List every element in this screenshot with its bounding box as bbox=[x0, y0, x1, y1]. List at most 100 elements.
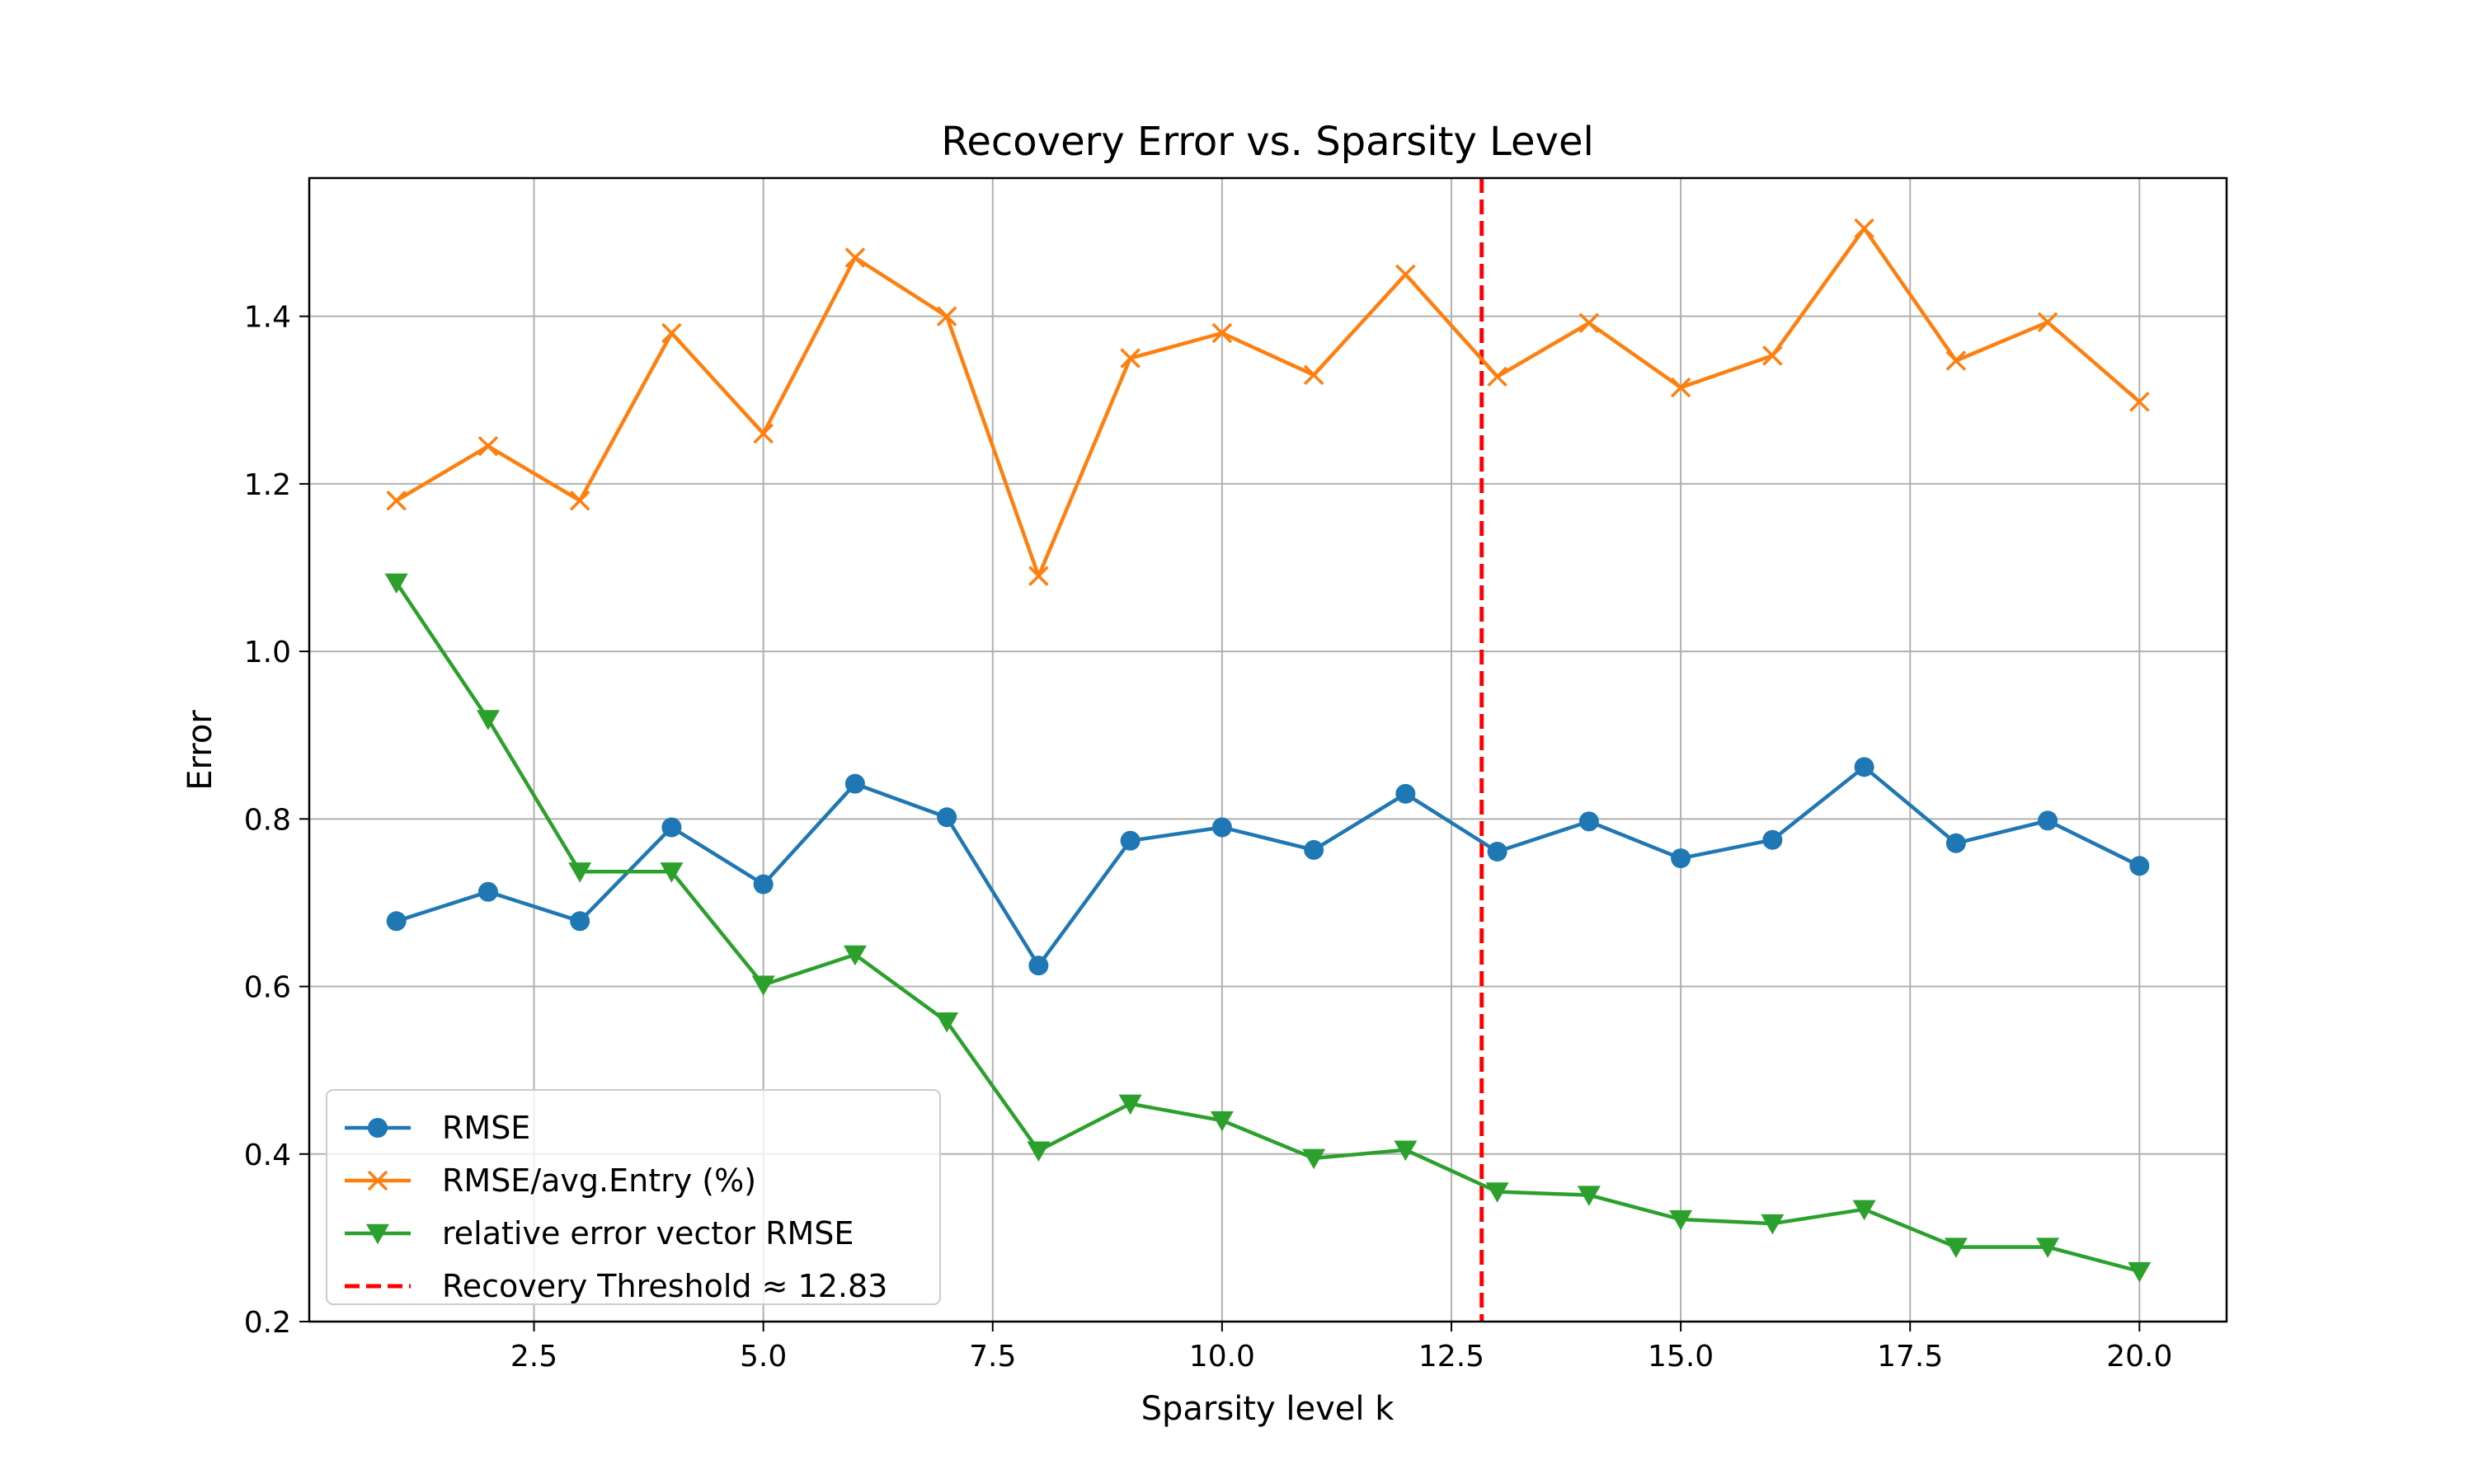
data-point bbox=[1394, 1140, 1418, 1161]
data-point bbox=[1028, 566, 1049, 586]
legend-marker bbox=[366, 1223, 389, 1245]
y-tick-label: 1.2 bbox=[244, 468, 291, 502]
series-line bbox=[394, 580, 2142, 1274]
legend-marker bbox=[367, 1170, 388, 1191]
data-point bbox=[2038, 810, 2058, 831]
data-point bbox=[2129, 392, 2150, 412]
legend-label: Recovery Threshold ≈ 12.83 bbox=[442, 1268, 887, 1304]
x-ticks: 2.5 5.0 7.5 10.0 12.5 15.0 17.5 20.0 bbox=[510, 1322, 2172, 1374]
data-point bbox=[477, 435, 499, 457]
data-point bbox=[935, 1012, 959, 1033]
data-point bbox=[477, 881, 498, 902]
data-point bbox=[1211, 322, 1233, 344]
data-point bbox=[1762, 829, 1783, 850]
data-point bbox=[844, 773, 865, 794]
legend-label: RMSE/avg.Entry (%) bbox=[442, 1162, 756, 1199]
data-point bbox=[1945, 833, 1966, 853]
data-point bbox=[751, 975, 775, 996]
series-1 bbox=[386, 757, 2150, 976]
data-point bbox=[1211, 817, 1232, 838]
x-tick-label: 2.5 bbox=[510, 1340, 557, 1374]
data-point bbox=[937, 807, 957, 828]
x-tick-label: 12.5 bbox=[1418, 1340, 1484, 1374]
data-point bbox=[1944, 1237, 1968, 1258]
x-tick-label: 10.0 bbox=[1189, 1340, 1255, 1374]
legend-label: relative error vector RMSE bbox=[442, 1215, 854, 1252]
data-point bbox=[1577, 1186, 1601, 1206]
data-point bbox=[753, 874, 774, 895]
legend-label: RMSE bbox=[442, 1110, 530, 1146]
y-tick-label: 0.6 bbox=[244, 971, 291, 1005]
data-point bbox=[1395, 783, 1416, 804]
x-axis-label: Sparsity level k bbox=[1141, 1390, 1395, 1428]
data-point bbox=[384, 573, 408, 594]
data-point bbox=[936, 306, 957, 326]
data-point bbox=[570, 911, 590, 932]
y-tick-label: 1.4 bbox=[244, 301, 291, 335]
data-point bbox=[1670, 377, 1691, 398]
data-point bbox=[1395, 264, 1416, 285]
data-point bbox=[1120, 348, 1141, 369]
data-point bbox=[1027, 1141, 1051, 1162]
data-point bbox=[1028, 956, 1049, 976]
y-tick-label: 0.2 bbox=[244, 1306, 291, 1340]
data-point bbox=[1671, 848, 1691, 869]
data-point bbox=[1578, 312, 1600, 334]
plot-frame bbox=[308, 176, 2228, 1323]
series-line bbox=[394, 765, 2142, 968]
data-point bbox=[386, 911, 407, 932]
data-point bbox=[661, 322, 682, 344]
data-point bbox=[1210, 1111, 1234, 1132]
legend-marker bbox=[368, 1118, 388, 1138]
x-tick-label: 7.5 bbox=[969, 1340, 1016, 1374]
data-point bbox=[660, 862, 684, 883]
data-point bbox=[1762, 345, 1783, 366]
data-point bbox=[1854, 218, 1874, 239]
data-point bbox=[843, 945, 867, 966]
y-tick-label: 0.8 bbox=[244, 803, 291, 837]
data-point bbox=[1487, 841, 1507, 862]
data-point bbox=[2129, 856, 2150, 876]
data-point bbox=[1945, 350, 1967, 371]
y-tick-label: 0.4 bbox=[244, 1139, 291, 1172]
x-tick-label: 5.0 bbox=[740, 1340, 787, 1374]
x-tick-label: 20.0 bbox=[2106, 1340, 2172, 1374]
series-layer bbox=[384, 218, 2152, 1283]
data-point bbox=[1302, 1148, 1326, 1170]
data-point bbox=[661, 817, 682, 838]
data-point bbox=[1303, 364, 1324, 386]
y-ticks: 0.2 0.4 0.6 0.8 1.0 1.2 1.4 bbox=[244, 301, 309, 1340]
data-point bbox=[1761, 1214, 1785, 1235]
legend: RMSE RMSE/avg.Entry (%) relative error vec… bbox=[326, 1089, 941, 1305]
data-point bbox=[1578, 811, 1599, 832]
series-line bbox=[394, 226, 2142, 578]
legend-frame bbox=[326, 1089, 941, 1305]
data-point bbox=[1120, 830, 1141, 851]
data-point bbox=[753, 423, 774, 444]
data-point bbox=[844, 247, 866, 268]
data-point bbox=[1669, 1209, 1693, 1231]
y-tick-label: 1.0 bbox=[244, 636, 291, 669]
series-3 bbox=[384, 573, 2152, 1283]
data-point bbox=[386, 490, 407, 511]
legend-entries: RMSE RMSE/avg.Entry (%) relative error vec… bbox=[345, 1110, 887, 1304]
y-axis-label: Error bbox=[181, 710, 219, 791]
data-point bbox=[1304, 839, 1324, 860]
data-point bbox=[1852, 1200, 1876, 1221]
x-tick-label: 17.5 bbox=[1877, 1340, 1943, 1374]
data-point bbox=[1485, 1182, 1509, 1203]
data-point bbox=[476, 710, 500, 730]
data-point bbox=[568, 862, 592, 883]
data-point bbox=[2037, 312, 2058, 333]
series-2 bbox=[386, 218, 2150, 586]
data-point bbox=[2128, 1261, 2152, 1283]
grid bbox=[309, 178, 2227, 1322]
data-point bbox=[2036, 1237, 2060, 1258]
data-point bbox=[1118, 1094, 1142, 1115]
data-point bbox=[1854, 757, 1874, 777]
x-tick-label: 15.0 bbox=[1648, 1340, 1714, 1374]
data-point bbox=[1487, 366, 1507, 387]
chart-title: Recovery Error vs. Sparsity Level bbox=[941, 119, 1594, 165]
data-point bbox=[569, 490, 590, 511]
